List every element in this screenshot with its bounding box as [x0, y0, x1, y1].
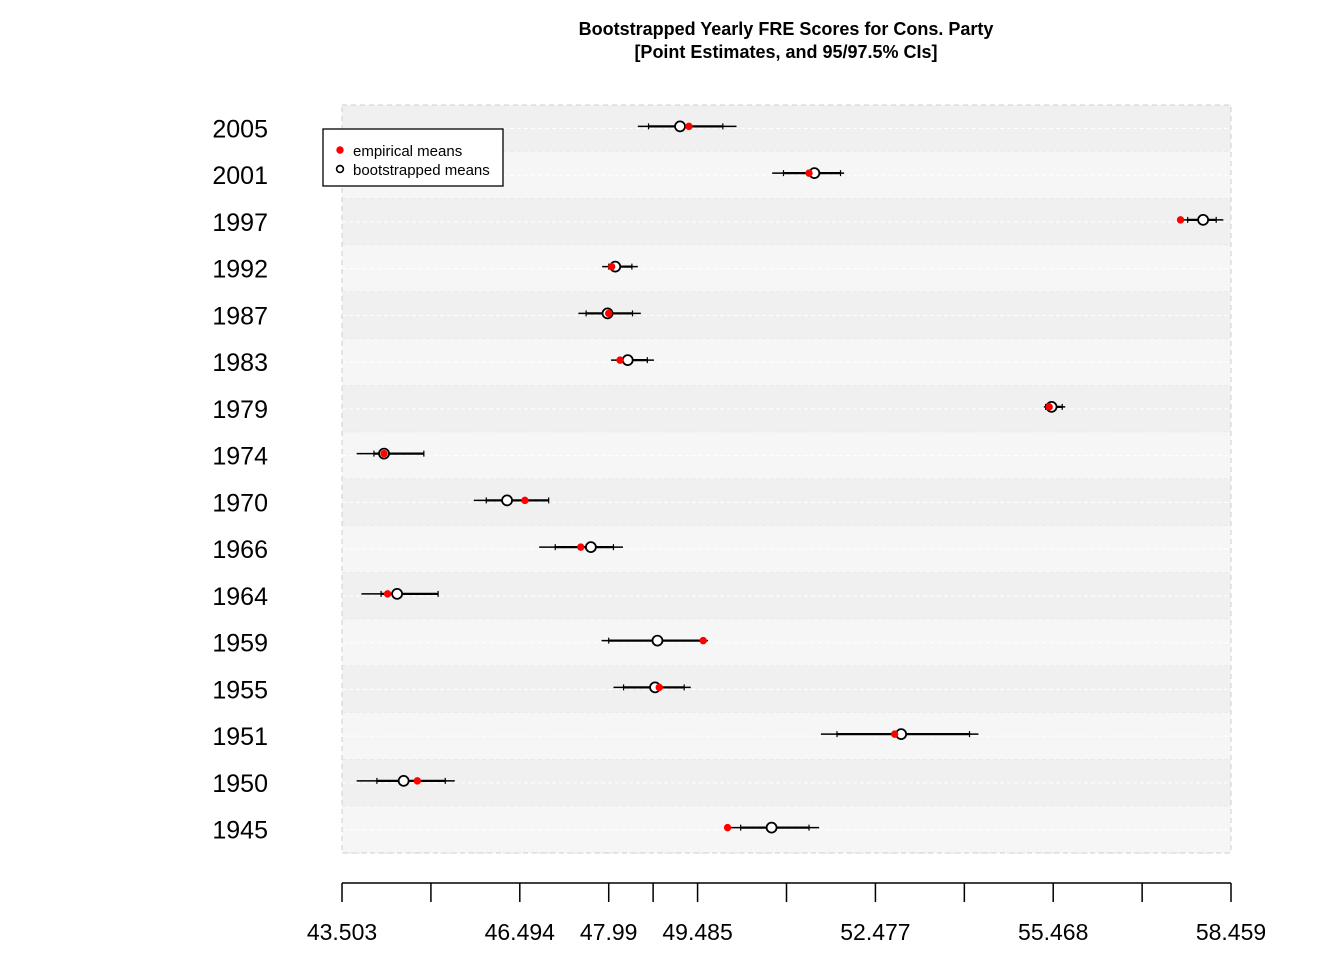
plot-border: [341, 104, 1232, 854]
y-label-1950: 1950: [212, 770, 268, 798]
empirical-mean-1955: [655, 683, 663, 692]
bootstrapped-mean-1966: [584, 541, 597, 554]
x-tick-label-1: 46.494: [485, 919, 556, 945]
y-label-1955: 1955: [212, 676, 268, 704]
legend-bootstrapped-marker: [335, 164, 345, 174]
empirical-mean-1945: [723, 823, 732, 832]
bootstrapped-mean-1983: [621, 354, 634, 367]
y-label-1974: 1974: [212, 443, 268, 471]
x-tick-label-4: 52.477: [840, 919, 910, 945]
y-label-1992: 1992: [212, 256, 268, 284]
empirical-mean-1992: [607, 262, 616, 271]
y-label-2005: 2005: [212, 115, 268, 143]
empirical-mean-1951: [890, 730, 899, 738]
bootstrapped-mean-2005: [674, 120, 686, 133]
bootstrapped-mean-1959: [651, 634, 664, 647]
y-label-1959: 1959: [212, 630, 268, 658]
empirical-mean-1966: [577, 543, 585, 551]
y-label-1970: 1970: [212, 489, 268, 517]
x-tick-label-6: 58.459: [1196, 919, 1266, 945]
x-tick-label-5: 55.468: [1018, 919, 1088, 945]
bootstrapped-mean-1950: [397, 774, 410, 787]
empirical-mean-2005: [685, 122, 693, 131]
legend-bootstrapped-label: bootstrapped means: [353, 162, 490, 179]
bootstrapped-mean-1997: [1197, 213, 1210, 226]
bootstrapped-mean-1964: [391, 587, 404, 600]
empirical-mean-1970: [521, 496, 529, 505]
legend: empirical means bootstrapped means: [322, 128, 504, 187]
y-label-2001: 2001: [212, 162, 268, 190]
data-marks: [356, 120, 1224, 834]
bootstrapped-mean-1945: [765, 821, 778, 834]
y-label-1945: 1945: [212, 817, 268, 845]
legend-box: [322, 128, 504, 187]
y-label-1997: 1997: [212, 209, 268, 237]
chart-title-line-1: Bootstrapped Yearly FRE Scores for Cons.…: [579, 19, 994, 39]
empirical-mean-1979: [1045, 403, 1053, 411]
empirical-mean-1997: [1176, 216, 1185, 224]
y-axis-labels: 2005 2001 1997 1992 1987 1983 1979 1974 1970 1966…: [212, 115, 268, 844]
y-label-1964: 1964: [212, 583, 268, 611]
empirical-mean-1964: [383, 590, 392, 598]
empirical-mean-2001: [805, 169, 813, 177]
y-label-1983: 1983: [212, 349, 268, 377]
y-label-1987: 1987: [212, 302, 268, 330]
x-tick-label-3: 49.485: [662, 919, 732, 945]
empirical-mean-1983: [616, 356, 624, 364]
chart-title-line-2: [Point Estimates, and 95/97.5% CIs]: [634, 42, 937, 62]
bootstrapped-mean-1970: [501, 494, 513, 507]
empirical-mean-1974: [380, 449, 388, 458]
legend-empirical-marker: [336, 146, 344, 154]
x-tick-label-2: 47.99: [580, 919, 638, 945]
y-label-1966: 1966: [212, 536, 268, 564]
legend-empirical-label: empirical means: [353, 143, 462, 160]
row-bands: [342, 105, 1231, 854]
empirical-mean-1950: [413, 777, 422, 785]
x-tick-label-0: 43.503: [307, 919, 377, 945]
y-label-1951: 1951: [212, 723, 268, 751]
x-axis: 43.503 46.494 47.99 49.485 52.477 55.468 58.45…: [307, 882, 1266, 945]
empirical-mean-1987: [605, 309, 613, 318]
empirical-mean-1959: [699, 636, 707, 645]
y-label-1979: 1979: [212, 396, 268, 424]
